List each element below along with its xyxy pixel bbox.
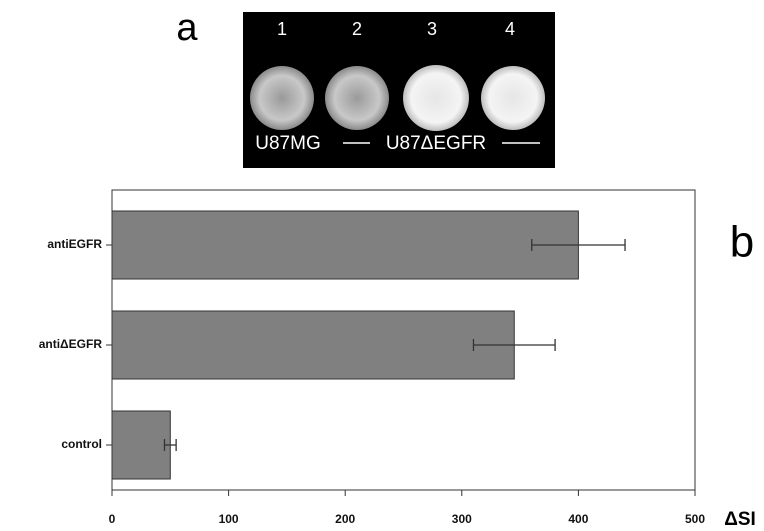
sample-disc xyxy=(325,66,389,130)
bar xyxy=(112,411,170,479)
bar xyxy=(112,311,514,379)
lane-number: 4 xyxy=(505,19,515,39)
x-tick-label: 0 xyxy=(109,512,116,526)
lane-number: 2 xyxy=(352,19,362,39)
y-tick-label: antiEGFR xyxy=(47,237,102,251)
lane-number: 3 xyxy=(427,19,437,39)
lane-number: 1 xyxy=(277,19,287,39)
y-tick-label: control xyxy=(61,437,102,451)
sample-disc xyxy=(403,65,469,131)
caption: U87MG xyxy=(255,133,320,154)
bar xyxy=(112,211,578,279)
x-tick-label: 300 xyxy=(452,512,472,526)
y-tick-label: antiΔEGFR xyxy=(39,337,103,351)
sample-disc xyxy=(250,66,314,130)
panel-label: b xyxy=(730,218,754,267)
caption: U87ΔEGFR xyxy=(386,133,486,154)
sample-disc xyxy=(481,66,545,130)
panel-label: a xyxy=(176,7,198,49)
figure: a U87MG U87ΔEGFR b ΔSI 1 2 3 4 0 100 200 300 400… xyxy=(0,0,764,531)
x-tick-label: 100 xyxy=(219,512,239,526)
x-tick-label: 200 xyxy=(335,512,355,526)
x-tick-label: 500 xyxy=(685,512,705,526)
x-tick-label: 400 xyxy=(568,512,588,526)
x-axis-label: ΔSI xyxy=(724,509,756,530)
